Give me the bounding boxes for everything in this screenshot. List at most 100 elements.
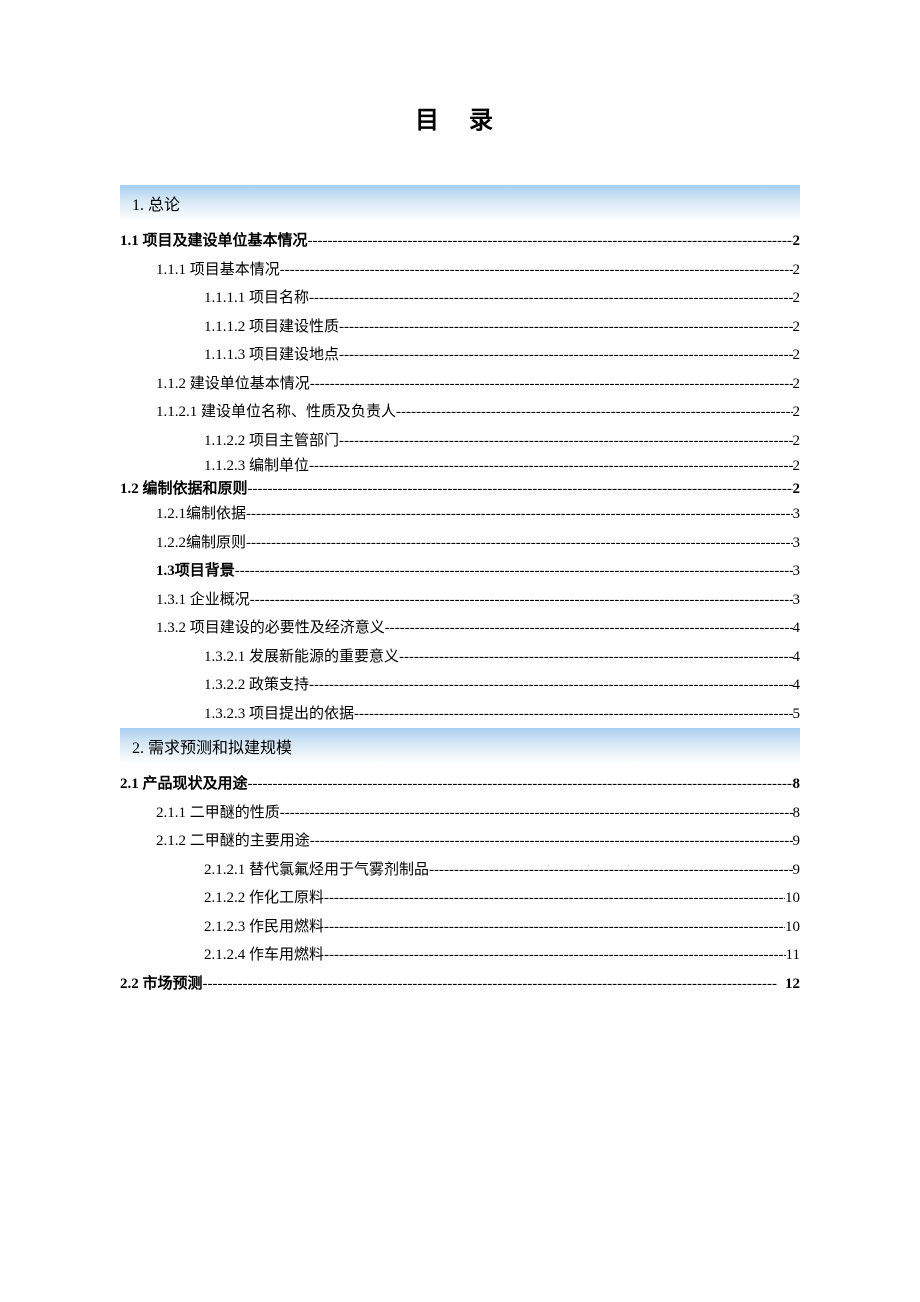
toc-leader-dashes <box>308 227 793 256</box>
toc-entry: 1.3项目背景 3 <box>120 557 800 586</box>
toc-label: 1.3项目背景 <box>156 557 235 586</box>
toc-label: 1.1.2.1 建设单位名称、性质及负责人 <box>156 398 396 427</box>
toc-entry: 1.2.1编制依据 3 <box>120 500 800 529</box>
toc-page-number: 9 <box>793 827 801 856</box>
toc-page-number: 2 <box>793 256 801 285</box>
toc-page-number: 5 <box>793 700 801 729</box>
toc-label: 1.1 项目及建设单位基本情况 <box>120 227 308 256</box>
toc-leader-dashes <box>354 700 792 729</box>
toc-leader-dashes <box>385 614 793 643</box>
toc-page-number: 2 <box>793 313 801 342</box>
toc-label: 2.1.2.3 作民用燃料 <box>204 913 324 942</box>
toc-leader-dashes <box>203 970 785 999</box>
toc-entry: 2.1.1 二甲醚的性质 8 <box>120 799 800 828</box>
toc-page-number: 3 <box>793 529 801 558</box>
toc-label: 2.1.2.4 作车用燃料 <box>204 941 324 970</box>
toc-page-number: 8 <box>793 770 801 799</box>
toc-leader-dashes <box>324 884 785 913</box>
toc-label: 2.2 市场预测 <box>120 970 203 999</box>
toc-label: 1.1.1.1 项目名称 <box>204 284 309 313</box>
toc-label: 1.1.2.2 项目主管部门 <box>204 427 339 456</box>
toc-label: 2.1.2 二甲醚的主要用途 <box>156 827 310 856</box>
toc-entry: 1.1.2.2 项目主管部门 2 <box>120 427 800 456</box>
toc-label: 2.1.2.1 替代氯氟烃用于气雾剂制品 <box>204 856 429 885</box>
toc-leader-dashes <box>248 478 793 501</box>
toc-page-number: 3 <box>793 500 801 529</box>
toc-leader-dashes <box>396 398 792 427</box>
toc-label: 1.1.1 项目基本情况 <box>156 256 280 285</box>
toc-leader-dashes <box>246 500 792 529</box>
toc-leader-dashes <box>399 643 792 672</box>
toc-page-number: 2 <box>793 370 801 399</box>
toc-entry: 1.1.1 项目基本情况 2 <box>120 256 800 285</box>
toc-entry: 2.1.2.4 作车用燃料 11 <box>120 941 800 970</box>
toc-leader-dashes <box>248 770 793 799</box>
toc-label: 1.3.2.2 政策支持 <box>204 671 309 700</box>
toc-leader-dashes <box>324 941 786 970</box>
toc-label: 1.3.2.3 项目提出的依据 <box>204 700 354 729</box>
toc-leader-dashes <box>429 856 792 885</box>
toc-leader-dashes <box>324 913 785 942</box>
toc-leader-dashes <box>246 529 792 558</box>
toc-page-number: 2 <box>793 227 801 256</box>
toc-entry: 1.1 项目及建设单位基本情况 2 <box>120 227 800 256</box>
table-of-contents: 1. 总论1.1 项目及建设单位基本情况21.1.1 项目基本情况21.1.1.… <box>120 185 800 998</box>
toc-label: 2.1.1 二甲醚的性质 <box>156 799 280 828</box>
toc-entry: 2.1.2 二甲醚的主要用途 9 <box>120 827 800 856</box>
toc-label: 2.1 产品现状及用途 <box>120 770 248 799</box>
toc-page-number: 2 <box>793 341 801 370</box>
toc-entry: 1.2 编制依据和原则 2 <box>120 478 800 501</box>
toc-leader-dashes <box>309 284 792 313</box>
toc-label: 2.1.2.2 作化工原料 <box>204 884 324 913</box>
toc-leader-dashes <box>339 427 792 456</box>
section-header: 2. 需求预测和拟建规模 <box>120 728 800 764</box>
toc-entry: 2.2 市场预测 12 <box>120 970 800 999</box>
toc-page-number: 2 <box>793 427 801 456</box>
toc-leader-dashes <box>280 799 793 828</box>
toc-entry: 1.3.2 项目建设的必要性及经济意义 4 <box>120 614 800 643</box>
toc-label: 1.3.1 企业概况 <box>156 586 250 615</box>
toc-entry: 1.3.2.1 发展新能源的重要意义4 <box>120 643 800 672</box>
toc-entry: 1.1.1.3 项目建设地点 2 <box>120 341 800 370</box>
toc-label: 1.2 编制依据和原则 <box>120 478 248 501</box>
toc-entry: 2.1 产品现状及用途 8 <box>120 770 800 799</box>
toc-page-number: 10 <box>785 913 800 942</box>
toc-page-number: 9 <box>793 856 801 885</box>
toc-page-number: 2 <box>793 398 801 427</box>
toc-page-number: 11 <box>786 941 800 970</box>
toc-label: 1.3.2 项目建设的必要性及经济意义 <box>156 614 385 643</box>
toc-label: 1.2.1编制依据 <box>156 500 246 529</box>
toc-page-number: 3 <box>793 586 801 615</box>
toc-entry: 1.3.1 企业概况 3 <box>120 586 800 615</box>
toc-leader-dashes <box>339 313 792 342</box>
toc-entry: 2.1.2.2 作化工原料10 <box>120 884 800 913</box>
toc-leader-dashes <box>310 827 793 856</box>
toc-leader-dashes <box>280 256 793 285</box>
toc-page-number: 12 <box>785 970 800 999</box>
toc-label: 1.1.1.3 项目建设地点 <box>204 341 339 370</box>
toc-leader-dashes <box>310 370 793 399</box>
toc-label: 1.2.2编制原则 <box>156 529 246 558</box>
toc-label: 1.1.1.2 项目建设性质 <box>204 313 339 342</box>
toc-page-number: 2 <box>793 284 801 313</box>
toc-leader-dashes <box>309 671 792 700</box>
toc-label: 1.1.2.3 编制单位 <box>204 455 309 478</box>
toc-page-number: 4 <box>793 671 801 700</box>
toc-leader-dashes <box>250 586 793 615</box>
toc-leader-dashes <box>235 557 793 586</box>
toc-entry: 1.3.2.2 政策支持 4 <box>120 671 800 700</box>
toc-page-number: 4 <box>793 614 801 643</box>
toc-leader-dashes <box>309 455 792 478</box>
toc-label: 1.3.2.1 发展新能源的重要意义 <box>204 643 399 672</box>
toc-entry: 2.1.2.1 替代氯氟烃用于气雾剂制品 9 <box>120 856 800 885</box>
toc-page-number: 8 <box>793 799 801 828</box>
section-header: 1. 总论 <box>120 185 800 221</box>
toc-entry: 1.2.2编制原则 3 <box>120 529 800 558</box>
toc-entry: 1.1.2.3 编制单位2 <box>120 455 800 478</box>
toc-entry: 1.1.1.2 项目建设性质 2 <box>120 313 800 342</box>
page-title: 目 录 <box>120 100 800 135</box>
toc-label: 1.1.2 建设单位基本情况 <box>156 370 310 399</box>
toc-entry: 2.1.2.3 作民用燃料 10 <box>120 913 800 942</box>
toc-page-number: 2 <box>793 478 801 501</box>
toc-page-number: 3 <box>793 557 801 586</box>
